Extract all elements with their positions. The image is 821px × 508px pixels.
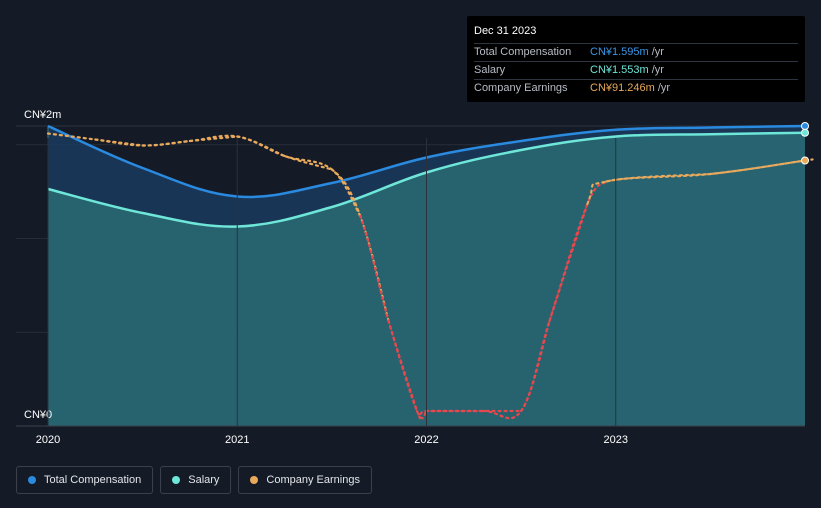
series-end-marker	[801, 122, 809, 130]
legend: Total Compensation Salary Company Earnin…	[16, 466, 372, 494]
company-earnings-line-segment	[387, 319, 428, 420]
tooltip-unit: /yr	[651, 64, 664, 76]
company-earnings-line-segment	[548, 180, 608, 323]
legend-dot-icon	[172, 476, 181, 484]
y-tick-label: CN¥0	[24, 409, 52, 421]
company-earnings-line-segment	[330, 168, 390, 323]
tooltip-value: CN¥91.246m	[590, 82, 655, 94]
legend-label: Salary	[188, 474, 220, 486]
x-tick-label: 2022	[414, 434, 438, 446]
tooltip-unit: /yr	[651, 46, 664, 58]
tooltip-row-total-compensation: Total Compensation CN¥1.595m /yr	[474, 43, 798, 61]
series-end-marker	[801, 156, 809, 165]
company-earnings-line-segment	[236, 135, 333, 171]
tooltip-label: Total Compensation	[474, 46, 572, 58]
tooltip-label: Company Earnings	[474, 82, 568, 94]
series-end-markers	[801, 122, 809, 165]
tooltip-row-salary: Salary CN¥1.553m /yr	[474, 61, 798, 79]
legend-item-salary[interactable]: Salary	[160, 466, 232, 494]
legend-label: Total Compensation	[44, 474, 142, 486]
tooltip-row-company-earnings: Company Earnings CN¥91.246m /yr	[474, 79, 798, 97]
x-tick-label: 2020	[36, 434, 60, 446]
tooltip-panel: Dec 31 2023 Total Compensation CN¥1.595m…	[467, 16, 805, 102]
x-tick-labels: 2020 2021 2022 2023	[36, 138, 628, 446]
x-tick-label: 2021	[225, 434, 249, 446]
legend-item-total-compensation[interactable]: Total Compensation	[16, 466, 154, 494]
series-end-marker	[801, 128, 809, 137]
y-tick-label: CN¥2m	[24, 109, 61, 121]
y-tick-labels: CN¥2m CN¥0	[24, 109, 61, 421]
tooltip-unit: /yr	[657, 82, 671, 94]
legend-dot-icon	[250, 476, 259, 484]
legend-dot-icon	[28, 476, 36, 484]
tooltip-label: Salary	[474, 64, 506, 76]
legend-item-company-earnings[interactable]: Company Earnings	[238, 466, 372, 494]
tooltip-date: Dec 31 2023	[474, 25, 537, 37]
legend-label: Company Earnings	[266, 474, 360, 486]
tooltip-value: CN¥1.595m	[590, 46, 649, 58]
x-tick-label: 2023	[604, 434, 628, 446]
tooltip-value: CN¥1.553m	[590, 64, 649, 76]
